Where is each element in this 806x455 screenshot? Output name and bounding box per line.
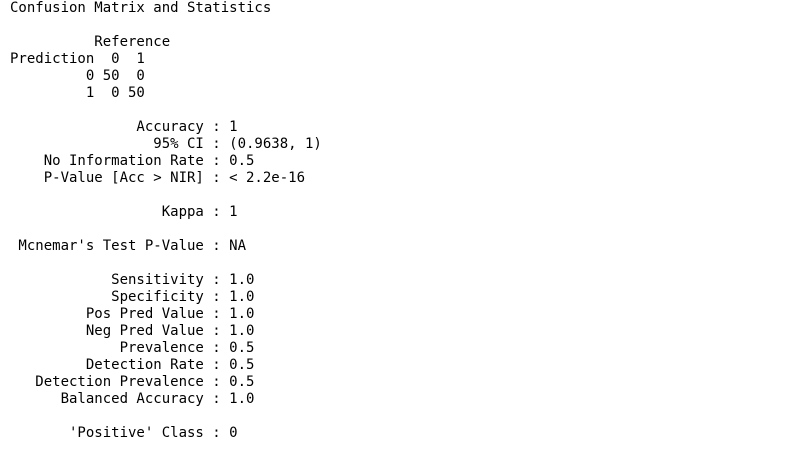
stat-specificity: Specificity : 1.0 — [10, 289, 255, 305]
stat-detection-rate: Detection Rate : 0.5 — [10, 357, 255, 373]
stat-no-information-rate: No Information Rate : 0.5 — [10, 153, 255, 169]
stat-kappa: Kappa : 1 — [10, 204, 238, 220]
stat-balanced-accuracy: Balanced Accuracy : 1.0 — [10, 391, 255, 407]
stat-accuracy: Accuracy : 1 — [10, 119, 238, 135]
stat-prevalence: Prevalence : 0.5 — [10, 340, 255, 356]
matrix-row-0: 0 50 0 — [10, 68, 145, 84]
stat-mcnemar-p-value: Mcnemar's Test P-Value : NA — [10, 238, 247, 254]
output-title: Confusion Matrix and Statistics — [10, 0, 272, 16]
stat-95-ci: 95% CI : (0.9638, 1) — [10, 136, 322, 152]
matrix-reference-header: Reference — [10, 34, 171, 50]
console-output: Confusion Matrix and Statistics Referenc… — [10, 0, 800, 455]
stat-neg-pred-value: Neg Pred Value : 1.0 — [10, 323, 255, 339]
matrix-prediction-header: Prediction 0 1 — [10, 51, 145, 67]
stat-pos-pred-value: Pos Pred Value : 1.0 — [10, 306, 255, 322]
stat-positive-class: 'Positive' Class : 0 — [10, 425, 238, 441]
stat-detection-prevalence: Detection Prevalence : 0.5 — [10, 374, 255, 390]
stat-p-value: P-Value [Acc > NIR] : < 2.2e-16 — [10, 170, 306, 186]
stat-sensitivity: Sensitivity : 1.0 — [10, 272, 255, 288]
matrix-row-1: 1 0 50 — [10, 85, 145, 101]
